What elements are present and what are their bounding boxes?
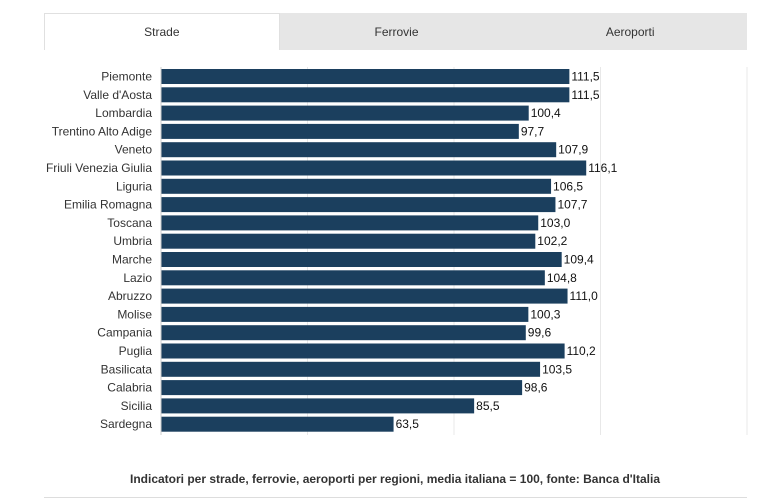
- category-label: Sardegna: [100, 417, 152, 431]
- value-label: 98,6: [524, 381, 548, 395]
- bar[interactable]: [161, 325, 526, 341]
- category-label: Marche: [112, 253, 152, 267]
- bar[interactable]: [161, 142, 557, 158]
- value-label: 63,5: [396, 417, 420, 431]
- bar[interactable]: [161, 306, 529, 322]
- bar[interactable]: [161, 69, 570, 84]
- value-label: 103,5: [542, 362, 572, 376]
- category-label: Sicilia: [121, 399, 153, 413]
- category-label: Campania: [97, 326, 152, 340]
- value-label: 106,5: [553, 179, 583, 193]
- value-label: 104,8: [547, 271, 577, 285]
- chart-caption: Indicatori per strade, ferrovie, aeropor…: [129, 472, 660, 486]
- value-label: 109,4: [564, 253, 594, 267]
- bar[interactable]: [161, 197, 556, 213]
- value-label: 111,5: [571, 70, 600, 84]
- bar[interactable]: [161, 178, 552, 194]
- category-label: Liguria: [116, 179, 152, 193]
- category-label: Basilicata: [101, 362, 153, 376]
- category-label: Lombardia: [95, 106, 152, 120]
- bar-chart: Piemonte 111,5 Valle d'Aosta 111,5 Lombardia…: [46, 67, 748, 435]
- bar[interactable]: [161, 252, 562, 267]
- value-label: 97,7: [521, 124, 545, 138]
- value-label: 107,7: [557, 198, 587, 212]
- bottom-divider: [44, 497, 747, 498]
- category-label: Emilia Romagna: [64, 198, 152, 212]
- category-label: Piemonte: [101, 70, 152, 84]
- category-label: Lazio: [123, 271, 152, 285]
- value-label: 107,9: [558, 143, 588, 157]
- category-label: Molise: [117, 307, 152, 321]
- value-label: 111,5: [571, 88, 600, 102]
- category-label: Calabria: [107, 381, 152, 395]
- category-label: Puglia: [119, 344, 153, 358]
- category-label: Valle d'Aosta: [83, 88, 152, 102]
- value-label: 100,3: [530, 307, 560, 321]
- category-label: Veneto: [115, 143, 153, 157]
- category-label: Toscana: [107, 216, 152, 230]
- bar[interactable]: [161, 105, 529, 121]
- bar[interactable]: [161, 288, 568, 304]
- value-label: 99,6: [528, 326, 552, 340]
- category-label: Friuli Venezia Giulia: [46, 161, 152, 175]
- value-label: 103,0: [540, 216, 570, 230]
- category-label: Umbria: [113, 234, 152, 248]
- bar[interactable]: [161, 160, 587, 176]
- bar[interactable]: [161, 380, 523, 396]
- value-label: 111,0: [570, 289, 599, 303]
- tab-bar: Strade Ferrovie Aeroporti: [44, 13, 747, 50]
- bar[interactable]: [161, 87, 570, 103]
- tab-aeroporti[interactable]: Aeroporti: [605, 24, 655, 39]
- category-label: Trentino Alto Adige: [52, 124, 153, 138]
- value-label: 116,1: [588, 161, 617, 175]
- bar[interactable]: [161, 123, 519, 139]
- tab-ferrovie[interactable]: Ferrovie: [374, 24, 419, 39]
- bar[interactable]: [161, 215, 539, 231]
- value-label: 100,4: [531, 106, 561, 120]
- bar[interactable]: [161, 233, 536, 249]
- bar[interactable]: [161, 416, 394, 432]
- tab-strade[interactable]: Strade: [44, 13, 280, 50]
- value-label: 85,5: [476, 399, 500, 413]
- bar[interactable]: [161, 361, 541, 377]
- value-label: 110,2: [567, 344, 596, 358]
- bar[interactable]: [161, 343, 565, 359]
- value-label: 102,2: [537, 234, 567, 248]
- category-label: Abruzzo: [108, 289, 152, 303]
- bar[interactable]: [161, 270, 545, 286]
- bar[interactable]: [161, 398, 475, 414]
